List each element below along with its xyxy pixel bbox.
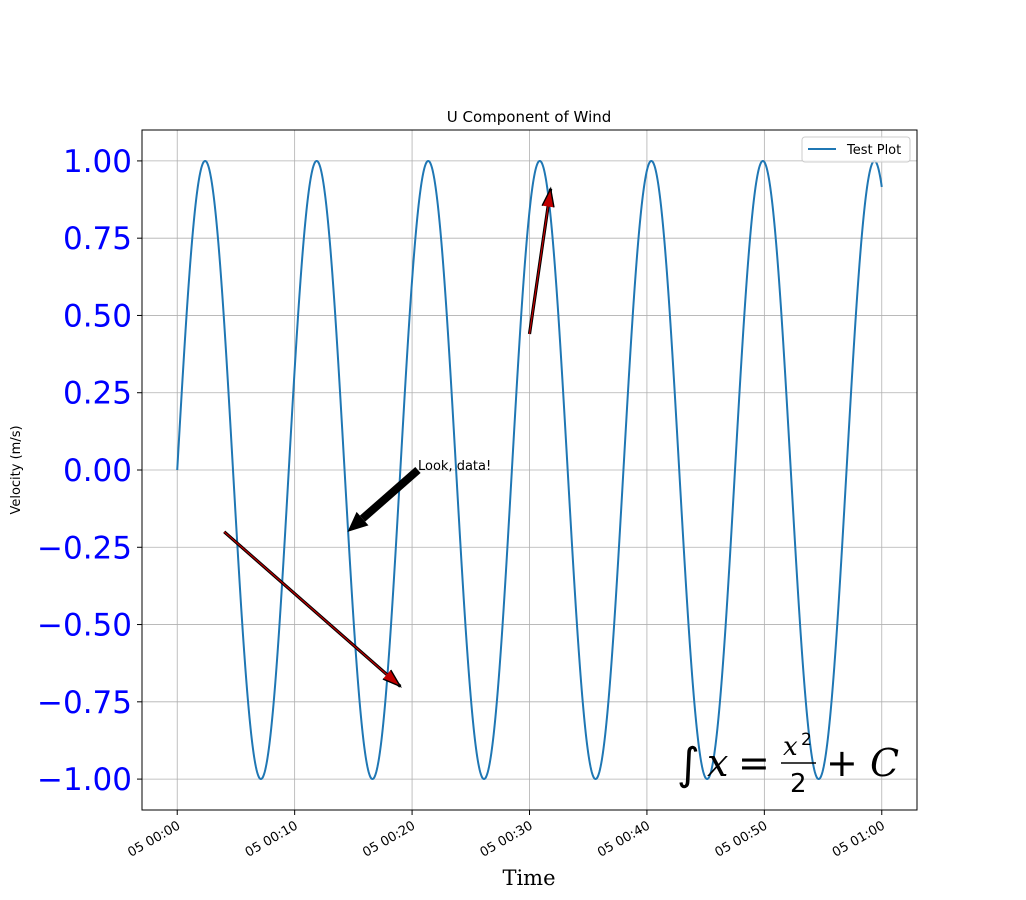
- math-label: ∫ x = x 2 2 + C: [677, 730, 899, 799]
- annotation-arrow-head: [382, 669, 402, 688]
- math-denominator: 2: [790, 769, 807, 799]
- math-variable: x: [707, 741, 728, 785]
- y-axis-ticks: 1.00 0.75 0.50 0.25 0.00 −0.25 −0.50 −0.75 −1.00: [37, 144, 142, 798]
- y-axis-label: Velocity (m/s): [9, 425, 24, 514]
- math-constant: C: [870, 741, 899, 785]
- chart-title: U Component of Wind: [447, 108, 612, 126]
- x-tick-label: 05 00:20: [360, 818, 418, 860]
- y-tick-label: −0.25: [37, 530, 132, 566]
- y-tick-label: 1.00: [63, 144, 132, 180]
- legend-label: Test Plot: [846, 143, 901, 158]
- math-exponent: 2: [801, 730, 812, 750]
- grid: [142, 130, 917, 810]
- y-tick-label: 0.00: [63, 453, 132, 489]
- annotation-arrow-head: [541, 186, 555, 208]
- x-tick-label: 05 00:10: [243, 818, 301, 860]
- y-tick-label: −0.50: [37, 608, 132, 644]
- legend-box: [801, 136, 911, 163]
- math-integral: ∫: [677, 739, 700, 790]
- x-axis-ticks: 05 00:00 05 00:10 05 00:20 05 00:30 05 00:40…: [125, 810, 888, 861]
- series-line-test-plot: [176, 159, 883, 781]
- annotation-arrow-shaft: [528, 188, 552, 335]
- x-tick-label: 05 00:00: [125, 818, 183, 860]
- x-tick-label: 05 00:30: [478, 818, 536, 860]
- x-tick-label: 05 01:00: [830, 818, 888, 860]
- y-tick-label: 0.75: [63, 221, 132, 257]
- series-layer: [176, 159, 883, 781]
- x-axis-label: Time: [502, 866, 555, 890]
- x-tick-label: 05 00:40: [595, 818, 653, 860]
- math-numerator: x: [783, 732, 798, 762]
- math-plus: +: [826, 741, 858, 785]
- y-tick-label: 0.50: [63, 298, 132, 334]
- annotation-arrow-shaft: [223, 531, 401, 687]
- annotation-look-data: Look, data!: [418, 459, 491, 474]
- y-tick-label: −1.00: [37, 762, 132, 798]
- annotation-layer: [223, 186, 555, 688]
- x-tick-label: 05 00:50: [712, 818, 770, 860]
- math-equals: =: [738, 741, 770, 785]
- y-tick-label: 0.25: [63, 376, 132, 412]
- annotation-arrow-shaft: [359, 466, 421, 522]
- legend: Test Plot: [801, 136, 911, 163]
- annotation-arrow-head: [347, 511, 369, 532]
- y-tick-label: −0.75: [37, 685, 132, 721]
